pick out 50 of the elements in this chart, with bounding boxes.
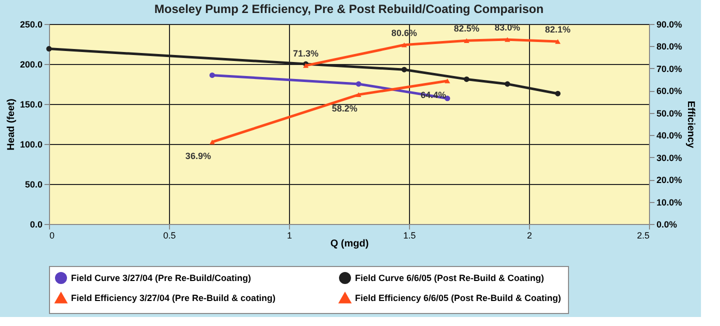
y2-tick-label: 10.0%	[656, 197, 682, 208]
point	[464, 38, 470, 44]
y-tick-label: 200.0	[20, 60, 42, 70]
x-tick-label: 2.5	[636, 230, 650, 240]
data-label: 58.2%	[332, 104, 358, 114]
x-tick-label: 0.5	[163, 230, 176, 240]
legend-label: Field Curve 6/6/05 (Post Re-Build & Coating)	[355, 273, 544, 283]
y2-tick-label: 20.0%	[656, 175, 682, 186]
legend-label: Field Curve 3/27/04 (Pre Re-Build/Coating)	[71, 273, 252, 283]
chart-title: Moseley Pump 2 Efficiency, Pre & Post Rebuild/Coating Comparison	[154, 2, 544, 16]
y2-axis-title: Efficiency	[685, 100, 696, 149]
point	[504, 37, 510, 42]
data-label: 36.9%	[185, 151, 211, 161]
data-label: 83.0%	[494, 22, 520, 33]
x-tick-label: 2	[526, 230, 532, 240]
point	[504, 81, 510, 87]
x-axis-title: Q (mgd)	[330, 238, 369, 250]
y-tick-label: 150.0	[20, 100, 42, 110]
data-label: 82.5%	[454, 24, 480, 34]
point	[401, 66, 407, 72]
y2-tick-label: 50.0%	[656, 108, 682, 118]
point	[555, 39, 561, 44]
point	[401, 42, 407, 48]
y2-tick-label: 60.0%	[656, 86, 682, 96]
y-tick-label: 100.0	[20, 140, 42, 150]
data-label: 71.3%	[293, 48, 319, 59]
legend-label: Field Efficiency 6/6/05 (Post Re-Build & Coating)	[355, 293, 562, 303]
x-tick-label: 1	[286, 230, 292, 240]
point	[209, 72, 215, 78]
point	[209, 140, 215, 144]
y2-tick-label: 0.0%	[656, 220, 678, 230]
x-tick-label: 1.5	[403, 230, 416, 240]
point	[555, 90, 561, 96]
point	[356, 81, 362, 87]
y2-tick-label: 30.0%	[656, 152, 682, 163]
point	[356, 92, 362, 98]
legend-label: Field Efficiency 3/27/04 (Pre Re-Build & coating)	[71, 293, 276, 303]
point	[464, 76, 470, 82]
y2-tick-label: 90.0%	[656, 20, 682, 30]
y-axis-title: Head (feet)	[6, 98, 17, 150]
point	[444, 78, 450, 84]
y2-tick-label: 40.0%	[656, 130, 682, 141]
point	[46, 46, 52, 52]
y-tick-label: 50.0	[24, 180, 42, 190]
data-label: 82.1%	[545, 24, 571, 35]
y-tick-label: 250.0	[20, 20, 42, 30]
x-tick-label: 0	[50, 230, 55, 240]
y2-tick-label: 80.0%	[656, 42, 682, 52]
y-tick-label: 0.0	[30, 220, 42, 230]
y2-tick-label: 70.0%	[656, 64, 682, 74]
